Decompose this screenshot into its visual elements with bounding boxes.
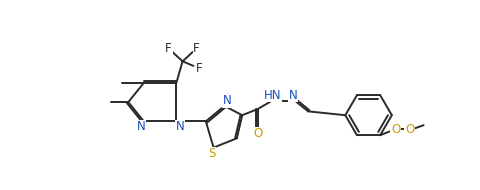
Text: O: O [404, 123, 413, 135]
Text: N: N [288, 89, 297, 102]
Text: O: O [252, 127, 262, 140]
Text: F: F [196, 63, 203, 75]
Text: N: N [222, 94, 231, 107]
Text: F: F [165, 43, 171, 55]
Text: N: N [137, 120, 145, 133]
Text: F: F [193, 43, 199, 55]
Text: S: S [208, 147, 215, 160]
Text: N: N [176, 120, 184, 133]
Text: HN: HN [263, 89, 281, 102]
Text: O: O [390, 123, 399, 135]
